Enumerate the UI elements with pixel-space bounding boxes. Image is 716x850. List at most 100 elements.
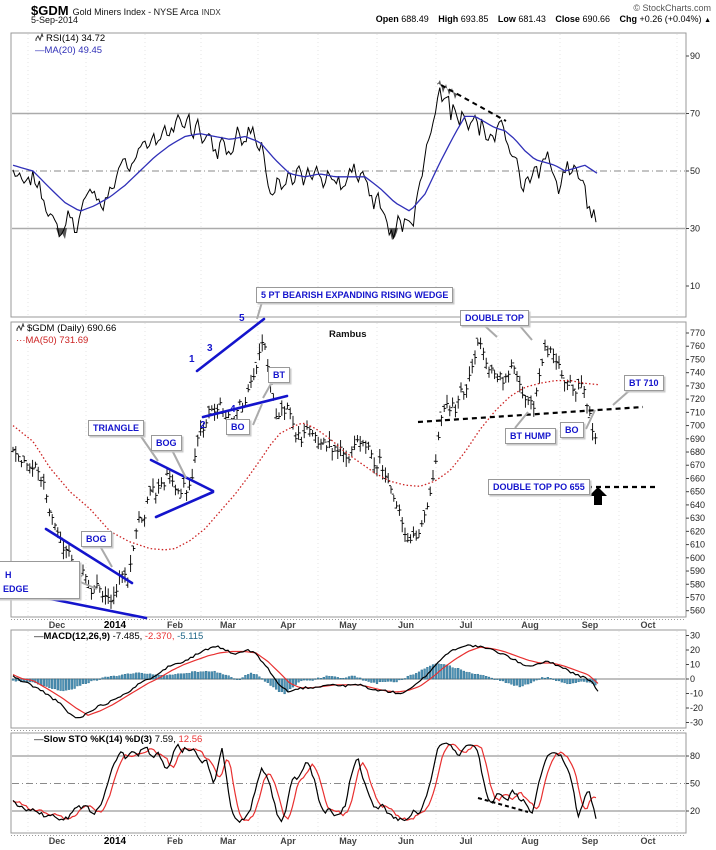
macd-histogram-bar [311,678,314,681]
macd-histogram-bar [336,677,339,680]
macd-histogram-bar [104,676,107,680]
rsi-legend: RSI(14) 34.72 —MA(20) 49.45 [35,32,105,56]
macd-histogram-bar [45,678,48,687]
macd-histogram-bar [415,673,418,680]
macd-histogram-bar [196,671,199,680]
macd-histogram-bar [583,678,586,682]
price-ytick-label: 710 [690,407,705,417]
callout-cut-wedge-tail [77,580,98,590]
macd-histogram-bar [398,678,401,681]
macd-histogram-bar [361,678,365,681]
macd-histogram-bar [258,676,261,680]
macd-histogram-bar [252,674,255,680]
macd-histogram-bar [546,677,549,680]
sto-swatch: — [34,734,44,745]
callout-triangle: TRIANGLE [88,420,144,436]
sto-value-2: 12.56 [178,734,203,745]
macd-histogram-bar [431,664,435,680]
macd-histogram-bar [115,676,118,680]
sto-ytick-label: 80 [690,751,700,761]
macd-histogram-bar [339,678,342,680]
callout-bt-hump: BT HUMP [505,428,556,444]
macd-histogram-bar [557,678,561,682]
macd-histogram-bar [375,678,379,685]
macd-histogram-bar [163,675,166,680]
macd-histogram-bar [412,674,415,680]
copyright: © StockCharts.com [633,3,711,13]
macd-histogram-bar [563,678,566,684]
macd-histogram-bar [462,670,465,680]
price-annotation-blue-line [154,490,215,519]
macd-histogram-bar [409,674,412,680]
low-label: Low [497,14,516,24]
macd-histogram-bar [566,678,569,685]
macd-histogram-bar [90,678,93,682]
macd-histogram-bar [174,674,177,680]
chart-header: $GDM Gold Miners Index - NYSE Arca INDX [31,2,221,20]
macd-histogram-bar [569,678,572,685]
macd-histogram-bar [443,664,446,680]
macd-histogram-bar [479,674,482,680]
macd-histogram-bar [325,675,328,680]
xtick-label-Dec: Dec [49,620,66,630]
macd-line [12,644,599,719]
macd-histogram-bar [364,678,367,681]
up-arrow-icon [589,487,607,505]
macd-histogram-bar [297,678,300,683]
xtick-label-Aug: Aug [521,620,539,630]
macd-histogram-bar [359,677,362,680]
macd-histogram-bar [387,678,390,682]
macd-histogram-bar [221,674,225,680]
price-ytick-label: 730 [690,381,705,391]
macd-ytick-label: -20 [690,703,703,713]
macd-histogram-bar [42,678,45,687]
macd-histogram-bar [249,672,253,680]
macd-histogram-bar [261,678,264,680]
macd-histogram-bar [263,678,267,682]
macd-histogram-bar [504,678,507,683]
macd-histogram-bar [207,671,211,680]
macd-ytick-label: 0 [690,674,695,684]
macd-histogram-bar [132,673,135,680]
xtick-label-May: May [339,836,357,846]
rsi-trendline-dashed [440,84,507,122]
price-ytick-label: 620 [690,526,705,536]
macd-histogram-bar [529,678,533,684]
macd-histogram-bar [490,677,493,680]
macd-value-2: -2.370, [144,631,175,642]
xtick-label-Mar: Mar [220,836,237,846]
macd-histogram-bar [468,672,471,680]
price-ytick-label: 740 [690,368,705,378]
xtick-label-Oct: Oct [640,620,655,630]
macd-histogram-bar [476,673,479,680]
close-value: 690.66 [582,14,610,24]
wedge-point-number: 4 [230,404,236,415]
macd-value-1: -7.485, [112,631,143,642]
indicator-icon [35,32,44,45]
macd-histogram-bar [303,678,306,681]
macd-histogram-bar [451,667,454,680]
macd-histogram-bar [367,678,370,682]
price-ytick-label: 650 [690,487,705,497]
price-ma50-line [12,379,599,551]
macd-histogram-bar [501,678,505,682]
macd-histogram-bar [210,671,213,680]
price-ytick-label: 750 [690,354,705,364]
ma50-label: MA(50) 731.69 [25,335,89,346]
macd-histogram-bar [235,678,239,680]
price-label: $GDM (Daily) 690.66 [27,323,117,334]
rsi-ytick-label: 10 [690,281,700,291]
macd-histogram-bar [65,678,68,691]
up-triangle-icon: ▲ [704,17,711,24]
macd-histogram-bar [378,678,381,683]
xtick-label-Feb: Feb [167,836,184,846]
callout-bo-wedge: BO [226,419,250,435]
macd-histogram-bar [389,678,393,682]
macd-histogram-bar [84,678,87,684]
chg-label: Chg [619,14,637,24]
macd-histogram-bar [353,675,356,680]
price-ytick-label: 590 [690,566,705,576]
macd-histogram-bar [255,674,258,680]
sto-value-1: 7.59, [154,734,176,745]
macd-histogram-bar [56,678,59,691]
